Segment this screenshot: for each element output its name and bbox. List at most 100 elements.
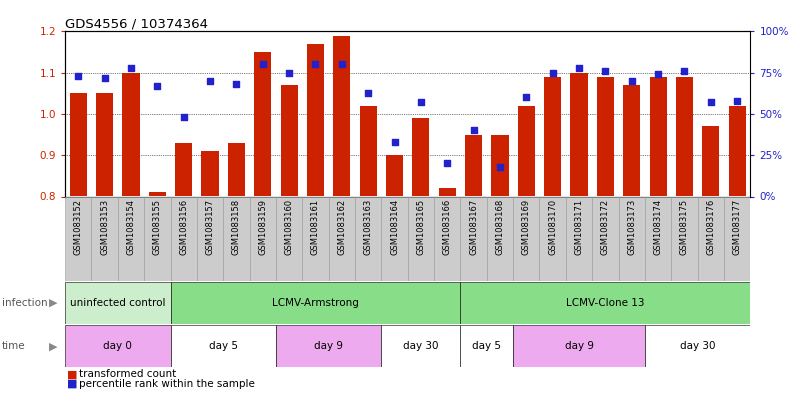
Text: LCMV-Armstrong: LCMV-Armstrong: [272, 298, 359, 308]
Bar: [333, 35, 350, 197]
Bar: [518, 106, 535, 196]
Text: time: time: [2, 341, 25, 351]
Text: GSM1083161: GSM1083161: [311, 199, 320, 255]
Bar: [254, 52, 272, 196]
Bar: [148, 192, 166, 196]
Text: GSM1083176: GSM1083176: [707, 199, 715, 255]
Text: GSM1083159: GSM1083159: [258, 199, 268, 255]
Bar: [491, 134, 508, 196]
Point: [414, 99, 427, 106]
Text: GSM1083171: GSM1083171: [575, 199, 584, 255]
Bar: [597, 77, 614, 196]
Text: GSM1083163: GSM1083163: [364, 199, 372, 255]
Text: GSM1083169: GSM1083169: [522, 199, 531, 255]
Bar: [465, 134, 482, 196]
Point: [362, 89, 375, 95]
Bar: [671, 196, 698, 281]
Text: day 5: day 5: [209, 341, 237, 351]
Point: [309, 61, 322, 68]
Point: [151, 83, 164, 89]
Point: [730, 97, 743, 104]
Bar: [65, 325, 171, 367]
Text: GSM1083157: GSM1083157: [206, 199, 214, 255]
Point: [467, 127, 480, 134]
Bar: [171, 325, 276, 367]
Bar: [381, 325, 461, 367]
Point: [704, 99, 717, 106]
Text: GSM1083158: GSM1083158: [232, 199, 241, 255]
Text: GSM1083162: GSM1083162: [337, 199, 346, 255]
Bar: [276, 325, 381, 367]
Bar: [702, 126, 719, 196]
Bar: [197, 196, 223, 281]
Bar: [461, 325, 513, 367]
Point: [652, 71, 665, 77]
Bar: [487, 196, 513, 281]
Point: [441, 160, 453, 167]
Text: day 30: day 30: [680, 341, 715, 351]
Text: GSM1083166: GSM1083166: [443, 199, 452, 255]
Bar: [70, 93, 87, 196]
Text: GSM1083177: GSM1083177: [733, 199, 742, 255]
Text: GSM1083165: GSM1083165: [416, 199, 426, 255]
Bar: [249, 196, 276, 281]
Text: ▶: ▶: [49, 341, 58, 351]
Text: GSM1083168: GSM1083168: [495, 199, 504, 255]
Bar: [91, 196, 118, 281]
Bar: [461, 196, 487, 281]
Bar: [360, 106, 376, 196]
Bar: [412, 118, 430, 196]
Point: [283, 70, 295, 76]
Bar: [386, 155, 403, 196]
Point: [230, 81, 243, 87]
Bar: [649, 77, 667, 196]
Text: GSM1083160: GSM1083160: [284, 199, 294, 255]
Text: day 5: day 5: [472, 341, 501, 351]
Text: GSM1083174: GSM1083174: [653, 199, 662, 255]
Bar: [676, 77, 693, 196]
Text: day 9: day 9: [565, 341, 594, 351]
Bar: [539, 196, 566, 281]
Text: ■: ■: [67, 379, 82, 389]
Text: infection: infection: [2, 298, 47, 308]
Text: GSM1083156: GSM1083156: [179, 199, 188, 255]
Point: [336, 61, 349, 68]
Text: GSM1083154: GSM1083154: [126, 199, 136, 255]
Point: [204, 78, 217, 84]
Text: GSM1083155: GSM1083155: [153, 199, 162, 255]
Text: percentile rank within the sample: percentile rank within the sample: [79, 379, 256, 389]
Point: [599, 68, 611, 74]
Text: ■: ■: [67, 369, 82, 379]
Text: GSM1083170: GSM1083170: [548, 199, 557, 255]
Bar: [724, 196, 750, 281]
Bar: [276, 196, 303, 281]
Text: GSM1083172: GSM1083172: [601, 199, 610, 255]
Text: uninfected control: uninfected control: [70, 298, 166, 308]
Bar: [592, 196, 619, 281]
Bar: [461, 282, 750, 324]
Text: GSM1083175: GSM1083175: [680, 199, 689, 255]
Bar: [623, 85, 640, 196]
Text: ▶: ▶: [49, 298, 58, 308]
Bar: [381, 196, 408, 281]
Bar: [223, 196, 249, 281]
Bar: [65, 196, 91, 281]
Bar: [175, 143, 192, 196]
Bar: [544, 77, 561, 196]
Bar: [228, 143, 245, 196]
Bar: [65, 282, 171, 324]
Bar: [96, 93, 114, 196]
Text: LCMV-Clone 13: LCMV-Clone 13: [566, 298, 645, 308]
Bar: [645, 325, 750, 367]
Bar: [171, 196, 197, 281]
Text: GSM1083164: GSM1083164: [390, 199, 399, 255]
Bar: [122, 73, 140, 196]
Bar: [439, 188, 456, 196]
Bar: [434, 196, 461, 281]
Point: [546, 70, 559, 76]
Bar: [280, 85, 298, 196]
Text: day 0: day 0: [103, 341, 133, 351]
Point: [125, 64, 137, 71]
Bar: [303, 196, 329, 281]
Bar: [513, 196, 539, 281]
